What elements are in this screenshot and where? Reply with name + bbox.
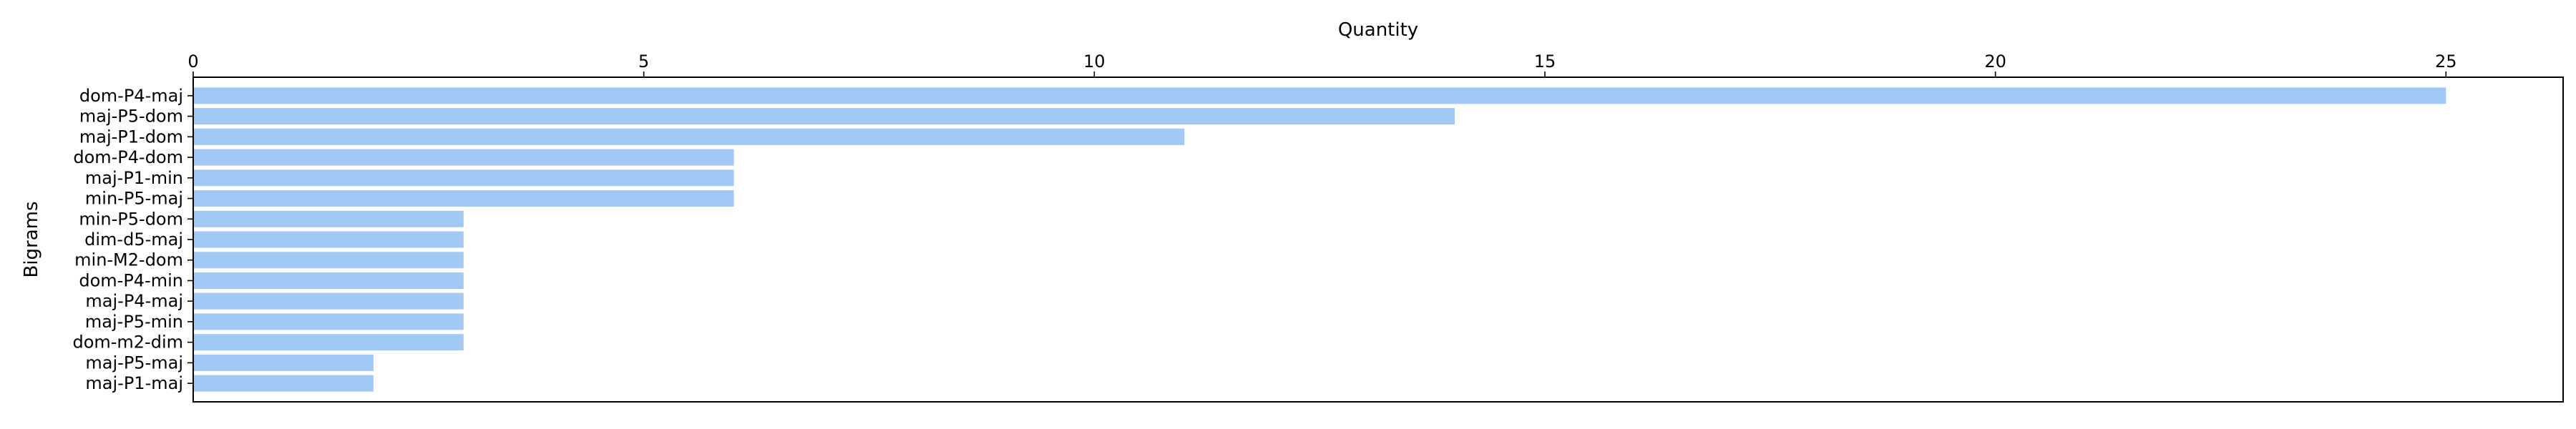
bar-maj-P1-maj	[193, 375, 374, 392]
x-tick-label: 10	[1083, 51, 1106, 72]
bar-min-P5-maj	[193, 190, 734, 207]
bar-maj-P5-dom	[193, 108, 1455, 125]
x-tick-label: 20	[1984, 51, 2006, 72]
bar-min-M2-dom	[193, 252, 464, 269]
x-tick-label: 5	[638, 51, 649, 72]
y-tick-label: min-P5-dom	[79, 209, 183, 229]
x-axis-title: Quantity	[1338, 19, 1418, 41]
bar-maj-P5-maj	[193, 354, 374, 371]
bar-maj-P5-min	[193, 313, 464, 330]
x-ticks-group: 0 5 10 15 20 25	[187, 51, 2457, 77]
y-ticks-group: dom-P4-majmaj-P5-dommaj-P1-domdom-P4-dom…	[72, 86, 193, 393]
plot-frame	[192, 77, 2564, 403]
bar-dom-m2-dim	[193, 334, 464, 351]
bars-group	[193, 87, 2446, 392]
y-tick-label: dom-P4-dom	[73, 147, 183, 167]
y-tick-label: dim-d5-maj	[84, 230, 183, 250]
bar-maj-P1-dom	[193, 128, 1185, 145]
x-tick-label: 15	[1534, 51, 1556, 72]
y-tick-label: dom-P4-maj	[79, 86, 183, 106]
y-tick-label: maj-P1-dom	[79, 127, 183, 147]
y-tick-label: maj-P5-dom	[79, 107, 183, 127]
y-tick-label: maj-P4-maj	[85, 291, 183, 311]
bar-maj-P4-maj	[193, 292, 464, 310]
x-tick-label: 25	[2435, 51, 2457, 72]
bar-dom-P4-min	[193, 272, 464, 289]
bar-maj-P1-min	[193, 169, 734, 187]
y-tick-label: min-P5-maj	[85, 189, 183, 209]
y-tick-label: maj-P5-maj	[85, 352, 183, 373]
bar-dom-P4-dom	[193, 149, 734, 166]
bar-min-P5-dom	[193, 210, 464, 227]
bar-dim-d5-maj	[193, 231, 464, 248]
y-tick-label: min-M2-dom	[74, 250, 183, 270]
bar-dom-P4-maj	[193, 87, 2446, 104]
y-tick-label: dom-P4-min	[79, 270, 183, 290]
y-tick-label: dom-m2-dim	[72, 332, 183, 352]
y-tick-label: maj-P5-min	[85, 312, 183, 332]
y-tick-label: maj-P1-maj	[85, 373, 183, 393]
y-tick-label: maj-P1-min	[85, 168, 183, 188]
x-tick-label: 0	[187, 51, 198, 72]
y-axis-title: Bigrams	[21, 201, 42, 277]
